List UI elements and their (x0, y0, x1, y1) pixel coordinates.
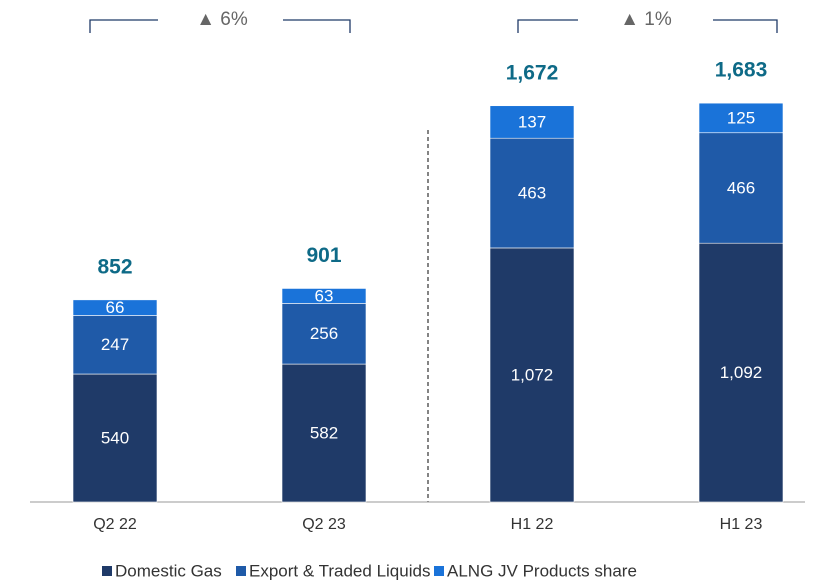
bar-segment (72, 299, 158, 316)
growth-annotation: ▲ 1% (620, 9, 672, 30)
segment-label: 463 (518, 184, 546, 203)
total-label: 852 (97, 255, 132, 278)
total-label: 1,683 (715, 59, 768, 82)
bracket (517, 19, 778, 33)
bar-segment (281, 288, 367, 304)
segment-label: 582 (310, 424, 338, 443)
legend-label: ALNG JV Products share (447, 561, 637, 580)
segment-label: 137 (518, 112, 546, 131)
legend-label: Export & Traded Liquids (249, 561, 430, 580)
total-label: 1,672 (506, 61, 559, 84)
segment-label: 125 (727, 108, 755, 127)
total-label: 901 (306, 244, 341, 267)
bar-segment (281, 363, 367, 503)
bar-segment (281, 303, 367, 365)
segment-label: 63 (315, 286, 334, 305)
legend-swatch (102, 566, 112, 576)
segment-label: 466 (727, 178, 755, 197)
x-tick-label: H1 23 (720, 516, 763, 533)
segment-label: 1,072 (511, 365, 554, 384)
segment-label: 1,092 (720, 363, 763, 382)
segment-label: 540 (101, 428, 129, 447)
bar-segment (698, 132, 784, 244)
bar-segment (72, 373, 158, 503)
bar-segment (698, 102, 784, 134)
legend-swatch (236, 566, 246, 576)
bar-segment (489, 105, 575, 139)
legend-swatch (434, 566, 444, 576)
growth-annotation: ▲ 6% (196, 9, 248, 30)
bracket (89, 19, 351, 33)
x-tick-label: Q2 23 (302, 516, 346, 533)
bar-segment (698, 242, 784, 503)
legend-label: Domestic Gas (115, 561, 222, 580)
segment-label: 256 (310, 324, 338, 343)
growth-brackets (89, 19, 778, 33)
x-tick-label: Q2 22 (93, 516, 137, 533)
segment-label: 66 (106, 298, 125, 317)
bar-segment (489, 137, 575, 249)
bar-segment (489, 247, 575, 503)
x-tick-label: H1 22 (511, 516, 554, 533)
segment-label: 247 (101, 335, 129, 354)
